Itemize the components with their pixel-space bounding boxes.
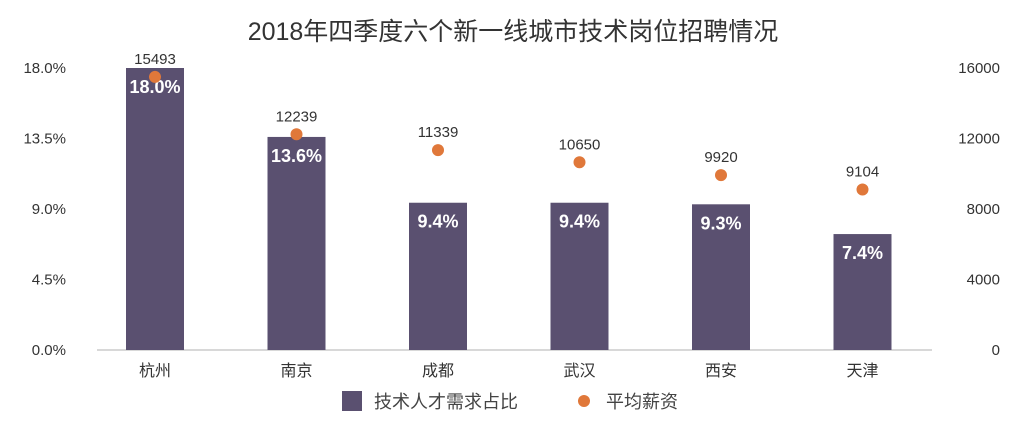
bar-value-label: 13.6%: [271, 146, 322, 166]
bar: [409, 202, 467, 350]
salary-dot: [573, 156, 586, 169]
left-tick-label: 9.0%: [32, 201, 66, 218]
right-tick-label: 0: [992, 342, 1000, 359]
right-tick-label: 12000: [958, 131, 1000, 148]
bar-value-label: 9.4%: [417, 212, 458, 232]
bar-value-label: 7.4%: [842, 243, 883, 263]
bar-value-label: 9.4%: [559, 212, 600, 232]
category-label: 南京: [280, 362, 312, 380]
bar-value-label: 18.0%: [129, 77, 180, 97]
category-label: 武汉: [563, 362, 595, 380]
right-tick-label: 16000: [958, 60, 1000, 77]
legend-bar-swatch: [342, 391, 362, 411]
left-tick-label: 13.5%: [23, 131, 66, 148]
salary-dot: [432, 144, 444, 157]
bar: [833, 234, 892, 350]
right-tick-label: 4000: [967, 272, 1000, 289]
salary-value-label: 11339: [418, 124, 459, 141]
left-tick-label: 18.0%: [23, 60, 66, 77]
legend-dot-swatch: [578, 395, 590, 407]
category-label: 天津: [846, 362, 878, 380]
bar: [126, 68, 184, 350]
salary-dot: [149, 70, 161, 83]
category-label: 西安: [705, 362, 737, 380]
legend-bar-label: 技术人才需求占比: [374, 392, 518, 412]
salary-value-label: 15493: [134, 51, 176, 68]
bar: [692, 204, 750, 350]
category-label: 杭州: [139, 362, 171, 380]
bar: [267, 136, 326, 350]
bar-value-label: 9.3%: [700, 213, 741, 233]
left-tick-label: 4.5%: [32, 272, 66, 289]
chart-title: 2018年四季度六个新一线城市技术岗位招聘情况: [248, 18, 779, 46]
salary-dot: [290, 128, 303, 141]
bar: [550, 202, 609, 350]
salary-dot: [856, 183, 869, 196]
salary-value-label: 12239: [276, 108, 318, 125]
right-tick-label: 8000: [967, 201, 1000, 218]
legend-dot-label: 平均薪资: [606, 392, 678, 412]
category-label: 成都: [422, 362, 454, 380]
salary-value-label: 9104: [846, 164, 879, 181]
salary-value-label: 9920: [704, 149, 737, 166]
salary-value-label: 10650: [559, 136, 601, 153]
salary-dot: [715, 169, 727, 182]
left-tick-label: 0.0%: [32, 342, 66, 359]
